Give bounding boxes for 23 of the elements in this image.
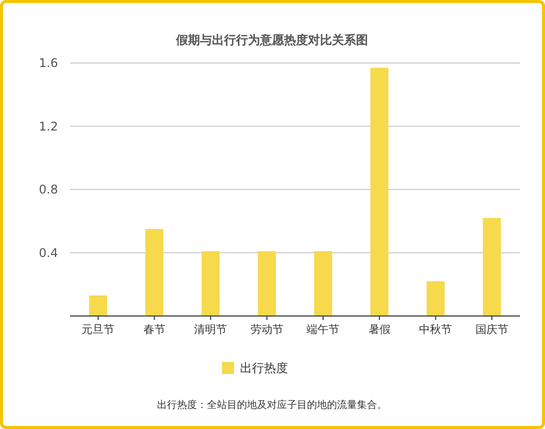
chart-title: 假期与出行行为意愿热度对比关系图	[175, 33, 368, 47]
y-tick-label: 0.4	[38, 246, 58, 260]
bar	[145, 229, 164, 316]
y-tick-label: 1.6	[38, 56, 58, 70]
y-tick-label: 1.2	[38, 119, 58, 134]
x-tick-label: 春节	[143, 323, 166, 336]
bar	[314, 251, 332, 316]
x-tick-label: 端午节	[306, 323, 340, 336]
legend-label: 出行热度	[240, 361, 288, 375]
x-tick-label: 劳动节	[250, 323, 284, 336]
y-tick-label: 0.8	[38, 182, 58, 196]
bar	[202, 251, 220, 316]
bar	[370, 68, 388, 316]
x-tick-label: 国庆节	[475, 323, 508, 336]
bar	[258, 251, 276, 316]
bar	[89, 295, 108, 316]
x-tick-label: 清明节	[194, 323, 228, 336]
bar	[482, 218, 501, 316]
text: 出行热度：全站目的地及对应子目的地的流量集合。	[157, 399, 387, 411]
x-tick-label: 中秋节	[419, 323, 452, 336]
bar	[426, 281, 445, 316]
x-tick-label: 暑假	[368, 323, 390, 336]
x-tick-label: 元旦节	[82, 323, 115, 336]
